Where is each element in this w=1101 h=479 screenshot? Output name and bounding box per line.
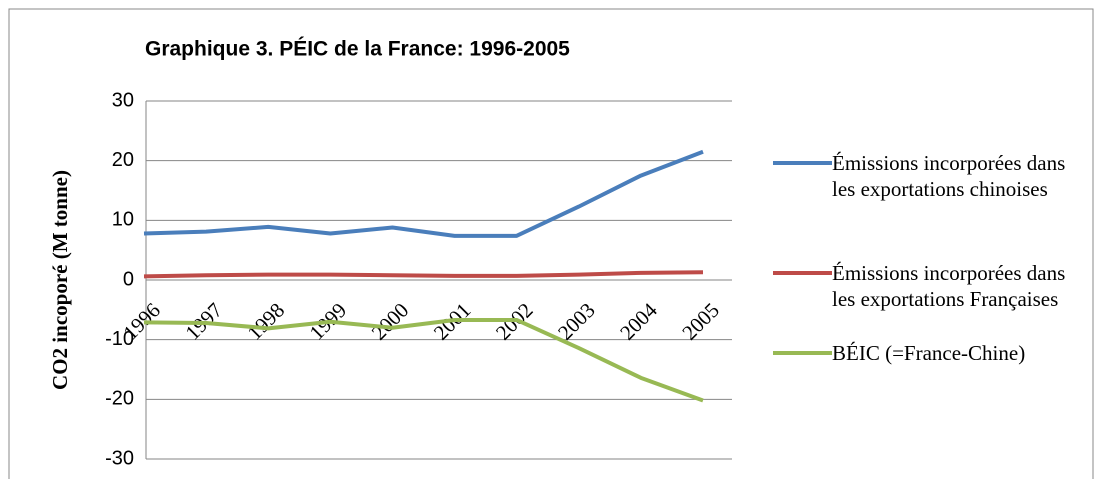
x-tick-label: 1998 bbox=[242, 298, 289, 345]
y-tick-label: -10 bbox=[105, 328, 134, 350]
y-tick-label: 0 bbox=[123, 268, 134, 290]
series-line bbox=[143, 149, 704, 238]
y-tick-label: 10 bbox=[112, 209, 134, 231]
legend-label: Émissions incorporées dans les exportati… bbox=[832, 261, 1066, 311]
x-tick-label: 2005 bbox=[677, 298, 724, 345]
legend-label: Émissions incorporées dans les exportati… bbox=[832, 151, 1066, 201]
y-tick-label: -30 bbox=[105, 447, 134, 469]
series-line bbox=[143, 317, 704, 403]
legend-label: BÉIC (=France-Chine) bbox=[832, 341, 1026, 365]
y-tick-label: -20 bbox=[105, 388, 134, 410]
series-line bbox=[143, 270, 704, 279]
chart-frame bbox=[8, 8, 1094, 479]
y-tick-label: 20 bbox=[112, 149, 134, 171]
chart-title: Graphique 3. PÉIC de la France: 1996-200… bbox=[145, 38, 570, 61]
x-tick-label: 2004 bbox=[615, 298, 662, 345]
y-tick-label: 30 bbox=[112, 89, 134, 111]
y-axis-label: CO2 incoporé (M tonne) bbox=[48, 170, 72, 390]
x-tick-label: 2000 bbox=[367, 298, 414, 345]
